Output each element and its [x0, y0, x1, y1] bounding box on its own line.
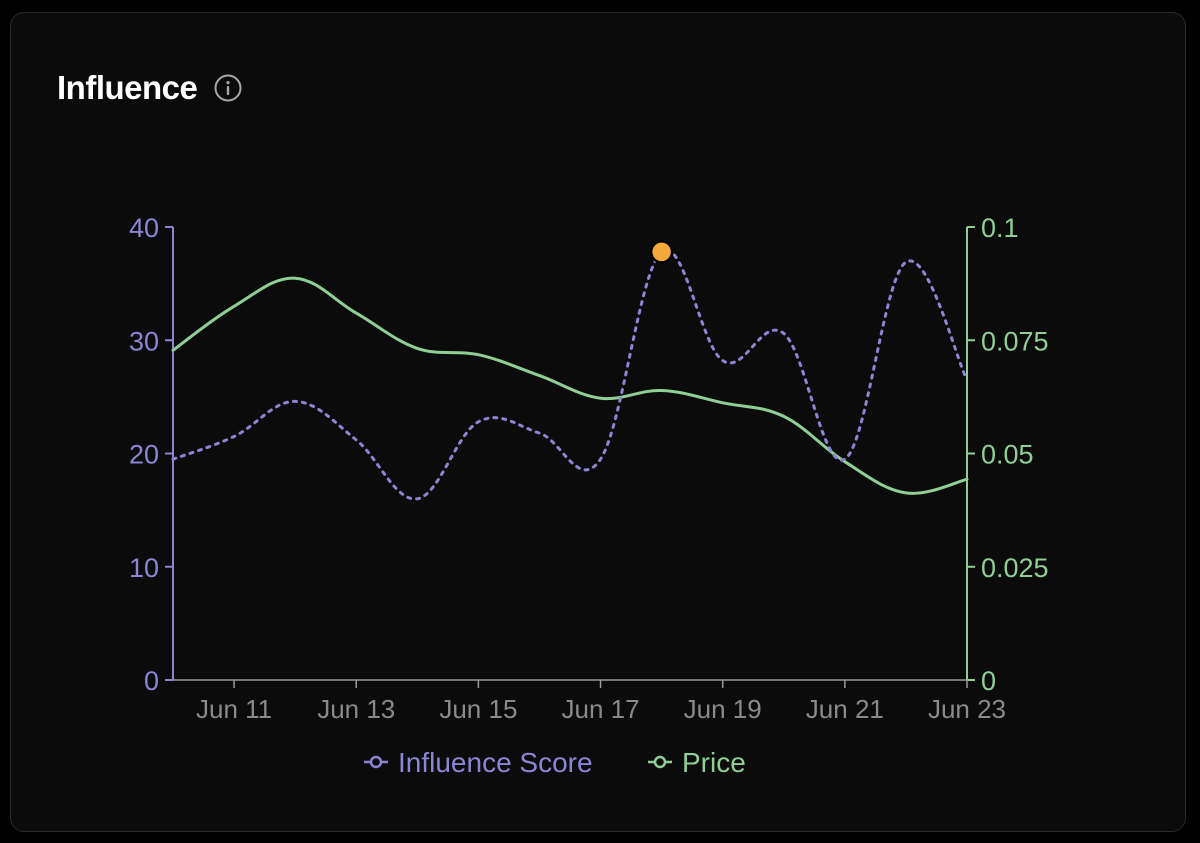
- influence-card: Influence: [10, 12, 1186, 832]
- x-tick-label: Jun 23: [928, 694, 1006, 724]
- y-left-tick-label: 20: [129, 440, 159, 470]
- highlight-point: [649, 240, 674, 264]
- y-left-tick-label: 40: [129, 213, 159, 243]
- card-header: Influence: [57, 69, 243, 107]
- x-tick-label: Jun 13: [317, 694, 395, 724]
- y-right-tick-label: 0.025: [981, 553, 1049, 583]
- chart-lines: [171, 240, 969, 501]
- x-tick-label: Jun 21: [806, 694, 884, 724]
- legend-label: Price: [682, 747, 746, 778]
- legend-marker-dot: [653, 755, 667, 769]
- x-tick-label: Jun 17: [561, 694, 639, 724]
- y-left-tick-label: 30: [129, 326, 159, 356]
- y-right-tick-label: 0: [981, 666, 996, 696]
- y-right-tick-label: 0.05: [981, 440, 1034, 470]
- chart-axes: 0 10 20 30 40 0 0.025 0.05 0.075 0.1 Jun 11 Jun 13 J…: [129, 213, 1049, 724]
- chart-legend: Influence Score Price: [364, 747, 746, 778]
- influence-score-line: [171, 248, 969, 501]
- x-tick-label: Jun 15: [439, 694, 517, 724]
- legend-label: Influence Score: [398, 747, 593, 778]
- x-tick-label: Jun 11: [196, 694, 272, 724]
- y-left-tick-label: 0: [144, 666, 159, 696]
- y-right-tick-label: 0.1: [981, 213, 1019, 243]
- y-left-tick-label: 10: [129, 553, 159, 583]
- info-circle-icon[interactable]: [213, 73, 243, 103]
- card-title: Influence: [57, 69, 198, 106]
- x-tick-label: Jun 19: [684, 694, 762, 724]
- y-right-tick-label: 0.075: [981, 326, 1049, 356]
- legend-marker-dot: [369, 755, 383, 769]
